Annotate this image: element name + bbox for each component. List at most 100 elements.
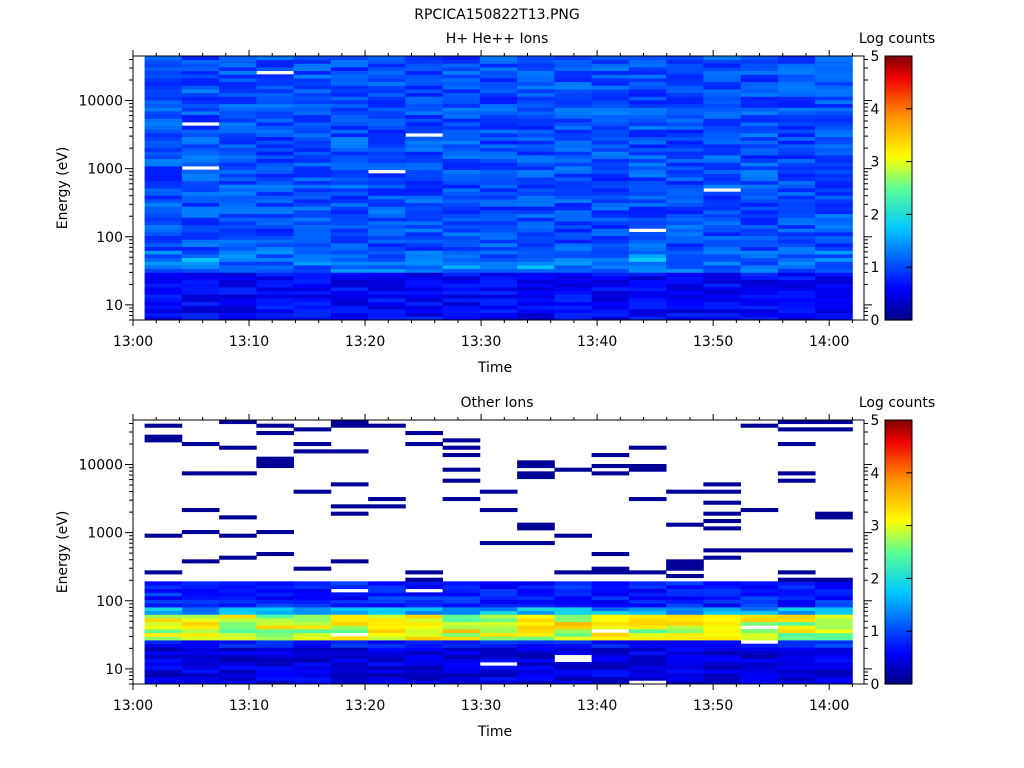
heatmap-cell	[777, 89, 816, 94]
heatmap-cell	[479, 673, 518, 678]
heatmap-cell	[628, 70, 667, 75]
heatmap-cell	[666, 610, 704, 615]
heatmap-cell	[144, 658, 183, 663]
heatmap-cell	[293, 588, 332, 593]
heatmap-cell	[703, 100, 742, 105]
heatmap-cell	[554, 184, 593, 189]
colorbar-swatch	[885, 624, 912, 628]
heatmap-cell	[628, 603, 667, 608]
heatmap-cell	[405, 654, 444, 659]
colorbar-swatch	[885, 210, 912, 213]
colorbar-swatch	[885, 260, 912, 264]
colorbar-swatch	[885, 287, 912, 290]
heatmap-cell	[740, 305, 779, 310]
heatmap-cell	[815, 577, 853, 582]
heatmap-cell	[517, 460, 555, 465]
heatmap-cell	[219, 268, 257, 273]
heatmap-cell	[405, 103, 444, 108]
heatmap-cell	[815, 614, 853, 619]
heatmap-cell	[368, 261, 406, 266]
heatmap-cell	[479, 301, 518, 306]
heatmap-cell	[181, 654, 220, 659]
heatmap-cell	[666, 96, 704, 101]
heatmap-cell	[368, 283, 406, 288]
heatmap-cell	[554, 147, 593, 152]
heatmap-cell	[554, 103, 593, 108]
heatmap-cell	[442, 118, 481, 123]
heatmap-cell	[815, 78, 853, 83]
heatmap-cell	[405, 662, 444, 667]
heatmap-cell	[666, 625, 704, 630]
colorbar-swatch	[885, 86, 912, 90]
heatmap-cell	[144, 301, 183, 306]
heatmap-cell	[591, 188, 630, 193]
colorbar-swatch	[885, 67, 912, 70]
heatmap-cell	[144, 158, 183, 163]
heatmap-cell	[442, 199, 481, 204]
heatmap-cell	[442, 177, 481, 182]
heatmap-cell	[777, 676, 816, 681]
heatmap-cell	[703, 162, 742, 167]
heatmap-cell	[666, 283, 704, 288]
heatmap-cell	[479, 136, 518, 141]
heatmap-cell	[554, 651, 593, 656]
heatmap-cell	[256, 140, 295, 145]
heatmap-cell	[442, 625, 481, 630]
colorbar-swatch	[885, 620, 912, 623]
heatmap-cell	[554, 276, 593, 281]
heatmap-cell	[181, 610, 220, 615]
heatmap-cell	[517, 246, 555, 251]
heatmap-cell	[144, 155, 183, 160]
heatmap-cell	[703, 618, 742, 623]
heatmap-cell	[219, 290, 257, 295]
heatmap-cell	[517, 676, 555, 681]
colorbar-swatch	[885, 282, 912, 286]
heatmap-cell	[405, 629, 444, 634]
heatmap-cell	[405, 78, 444, 83]
heatmap-cell	[181, 530, 220, 535]
heatmap-cell	[703, 603, 742, 608]
heatmap-cell	[293, 217, 332, 222]
heatmap-cell	[554, 607, 593, 612]
colorbar-swatch	[885, 530, 912, 533]
colorbar-swatch	[885, 218, 912, 222]
heatmap-cell	[330, 114, 369, 119]
heatmap-cell	[144, 92, 183, 97]
heatmap-cell	[256, 180, 295, 185]
heatmap-cell	[740, 246, 779, 251]
heatmap-cell	[554, 202, 593, 207]
colorbar-swatch	[885, 626, 912, 630]
colorbar-swatch	[885, 475, 912, 478]
heatmap-cell	[219, 445, 257, 450]
heatmap-cell	[479, 654, 518, 659]
heatmap-cell	[554, 312, 593, 317]
heatmap-cell	[815, 155, 853, 160]
heatmap-cell	[293, 261, 332, 266]
heatmap-cell	[591, 276, 630, 281]
heatmap-cell	[479, 276, 518, 281]
heatmap-cell	[442, 294, 481, 299]
heatmap-cell	[777, 188, 816, 193]
heatmap-cell	[405, 261, 444, 266]
colorbar-swatch	[885, 249, 912, 253]
colorbar-swatch	[885, 521, 912, 524]
heatmap-cell	[703, 665, 742, 670]
heatmap-cell	[554, 533, 593, 538]
heatmap-cell	[293, 103, 332, 108]
heatmap-cell	[554, 100, 593, 105]
heatmap-cell	[777, 70, 816, 75]
heatmap-cell	[405, 570, 444, 575]
heatmap-cell	[777, 166, 816, 171]
heatmap-cell	[442, 129, 481, 134]
heatmap-cell	[442, 599, 481, 604]
heatmap-cell	[666, 592, 704, 597]
heatmap-cell	[517, 298, 555, 303]
heatmap-cell	[181, 155, 220, 160]
heatmap-cell	[740, 298, 779, 303]
heatmap-cell	[368, 287, 406, 292]
heatmap-cell	[777, 59, 816, 64]
heatmap-cell	[405, 67, 444, 72]
heatmap-cell	[815, 287, 853, 292]
heatmap-cell	[554, 221, 593, 226]
heatmap-cell	[181, 599, 220, 604]
